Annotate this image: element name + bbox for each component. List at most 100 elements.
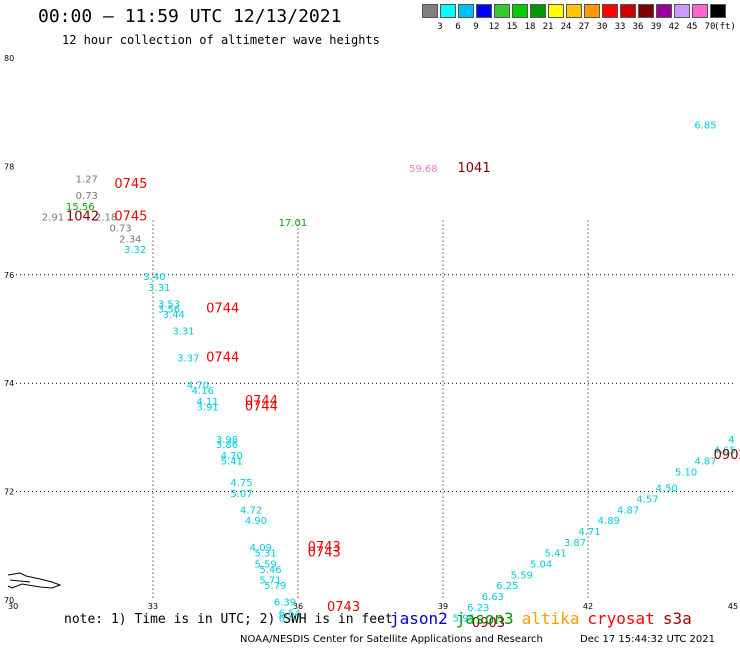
color-swatch (566, 4, 582, 18)
color-scale-label: 9 (473, 22, 479, 32)
wave-height-label: 15.56 (66, 202, 95, 213)
wave-height-label: 3.40 (143, 272, 165, 283)
wave-height-label: 6.25 (496, 581, 518, 592)
wave-height-label: 3.37 (177, 354, 199, 365)
wave-height-label: 4.71 (578, 527, 600, 538)
wave-height-label: 5.95 (453, 614, 475, 625)
y-tick-label: 72 (4, 488, 14, 497)
color-scale-label: 18 (524, 22, 536, 32)
y-tick-label: 70 (4, 596, 14, 605)
wave-height-label: 5.04 (530, 559, 552, 570)
color-swatch (440, 4, 456, 18)
axis-labels: 30 33 36 39 42 45 70 72 74 76 78 80 (4, 54, 738, 611)
footer-note: note: 1) Time is in UTC; 2) SWH is in fe… (64, 612, 393, 627)
satellite-legend: jason2 jason3 altika cryosat s3a (390, 609, 700, 628)
wave-height-label: 5.71 (259, 576, 281, 587)
wave-height-label: 3.31 (148, 283, 170, 294)
color-swatch (602, 4, 618, 18)
x-tick-label: 39 (438, 602, 448, 611)
color-swatch (584, 4, 600, 18)
time-label: 0903 (472, 616, 505, 631)
legend-item-s3a: s3a (662, 609, 692, 628)
time-label: 1041 (458, 161, 491, 176)
wave-height-label: 6.23 (467, 603, 489, 614)
color-swatch (476, 4, 492, 18)
time-label: 0743 (308, 540, 341, 555)
wave-height-label: 5.10 (675, 467, 697, 478)
wave-height-label: 4 (728, 435, 734, 446)
wave-height-label: 3.91 (197, 402, 219, 413)
time-label: 0743 (308, 546, 341, 561)
wave-height-label: 2.18 (95, 213, 117, 224)
color-scale-label: 30 (596, 22, 608, 32)
wave-height-label: 6.85 (694, 120, 716, 131)
wave-height-label: 4.57 (636, 494, 658, 505)
wave-height-label: 17.01 (279, 218, 308, 229)
wave-height-label: 4.87 (694, 457, 716, 468)
time-label: 0745 (114, 177, 147, 192)
wave-height-label: 59.68 (409, 164, 438, 175)
color-swatch (422, 4, 438, 18)
wave-height-label: 1.27 (76, 175, 98, 186)
wave-height-label: 2.91 (42, 213, 64, 224)
wave-height-label: 3.98 (216, 435, 238, 446)
wave-height-label: 3.56 (158, 305, 180, 316)
color-swatch (692, 4, 708, 18)
legend-item-cryosat: cryosat (587, 609, 655, 628)
wave-height-label: 5.31 (255, 549, 277, 560)
wave-height-label: 5.41 (545, 549, 567, 560)
color-swatch (530, 4, 546, 18)
x-tick-label: 30 (8, 602, 18, 611)
legend-item-jason3: jason3 (455, 609, 514, 628)
wave-height-label: 4.75 (230, 478, 252, 489)
legend-item-altika: altika (521, 609, 580, 628)
wave-height-label: 3.86 (216, 440, 238, 451)
color-swatch (620, 4, 636, 18)
color-scale-label: 24 (560, 22, 572, 32)
wave-height-label: 3.31 (172, 326, 194, 337)
time-label: 0902 (714, 448, 740, 463)
color-scale-label: 39 (650, 22, 662, 32)
color-swatch (458, 4, 474, 18)
wave-height-label: 3.32 (124, 245, 146, 256)
wave-height-label: 6.63 (482, 592, 504, 603)
wave-height-label: 5.46 (259, 565, 281, 576)
wave-height-label: 5.59 (511, 570, 533, 581)
wave-height-label: 0.73 (110, 223, 132, 234)
wave-height-label: 6.54 (279, 608, 301, 619)
wave-height-label: 4.11 (197, 397, 219, 408)
wave-height-label: 4.70 (221, 451, 243, 462)
time-label: 0744 (245, 399, 278, 414)
color-swatch (710, 4, 726, 18)
wave-height-label: 4.16 (192, 386, 214, 397)
wave-height-label: 6.47 (279, 614, 301, 625)
x-tick-label: 33 (148, 602, 158, 611)
color-scale-label: 6 (455, 22, 461, 32)
footer-date: Dec 17 15:44:32 UTC 2021 (580, 634, 715, 645)
wave-height-label: 6.39 (274, 597, 296, 608)
color-scale-label: 45 (686, 22, 698, 32)
color-scale-label: 12 (488, 22, 500, 32)
wave-height-label: 3.53 (158, 299, 180, 310)
wave-height-label: 4.70 (187, 381, 209, 392)
wave-height-label: 4.09 (250, 543, 272, 554)
time-label: 0744 (245, 394, 278, 409)
wave-height-label: 3.87 (564, 538, 586, 549)
color-scale-label: 21 (542, 22, 554, 32)
x-tick-label: 36 (293, 602, 303, 611)
color-scale-label: 15 (506, 22, 518, 32)
wave-height-label: 4.50 (656, 484, 678, 495)
color-swatch (674, 4, 690, 18)
color-swatch (638, 4, 654, 18)
color-scale-unit: (ft) (714, 22, 736, 32)
wave-height-label: 3.44 (163, 310, 185, 321)
color-scale-label: 3 (437, 22, 443, 32)
time-label: 0744 (206, 351, 239, 366)
y-tick-label: 76 (4, 271, 14, 280)
time-label: 0745 (114, 210, 147, 225)
color-scale-label: 27 (578, 22, 590, 32)
page-title: 00:00 – 11:59 UTC 12/13/2021 (38, 6, 342, 27)
grid-lines (16, 220, 733, 600)
wave-height-label: 5.79 (264, 581, 286, 592)
